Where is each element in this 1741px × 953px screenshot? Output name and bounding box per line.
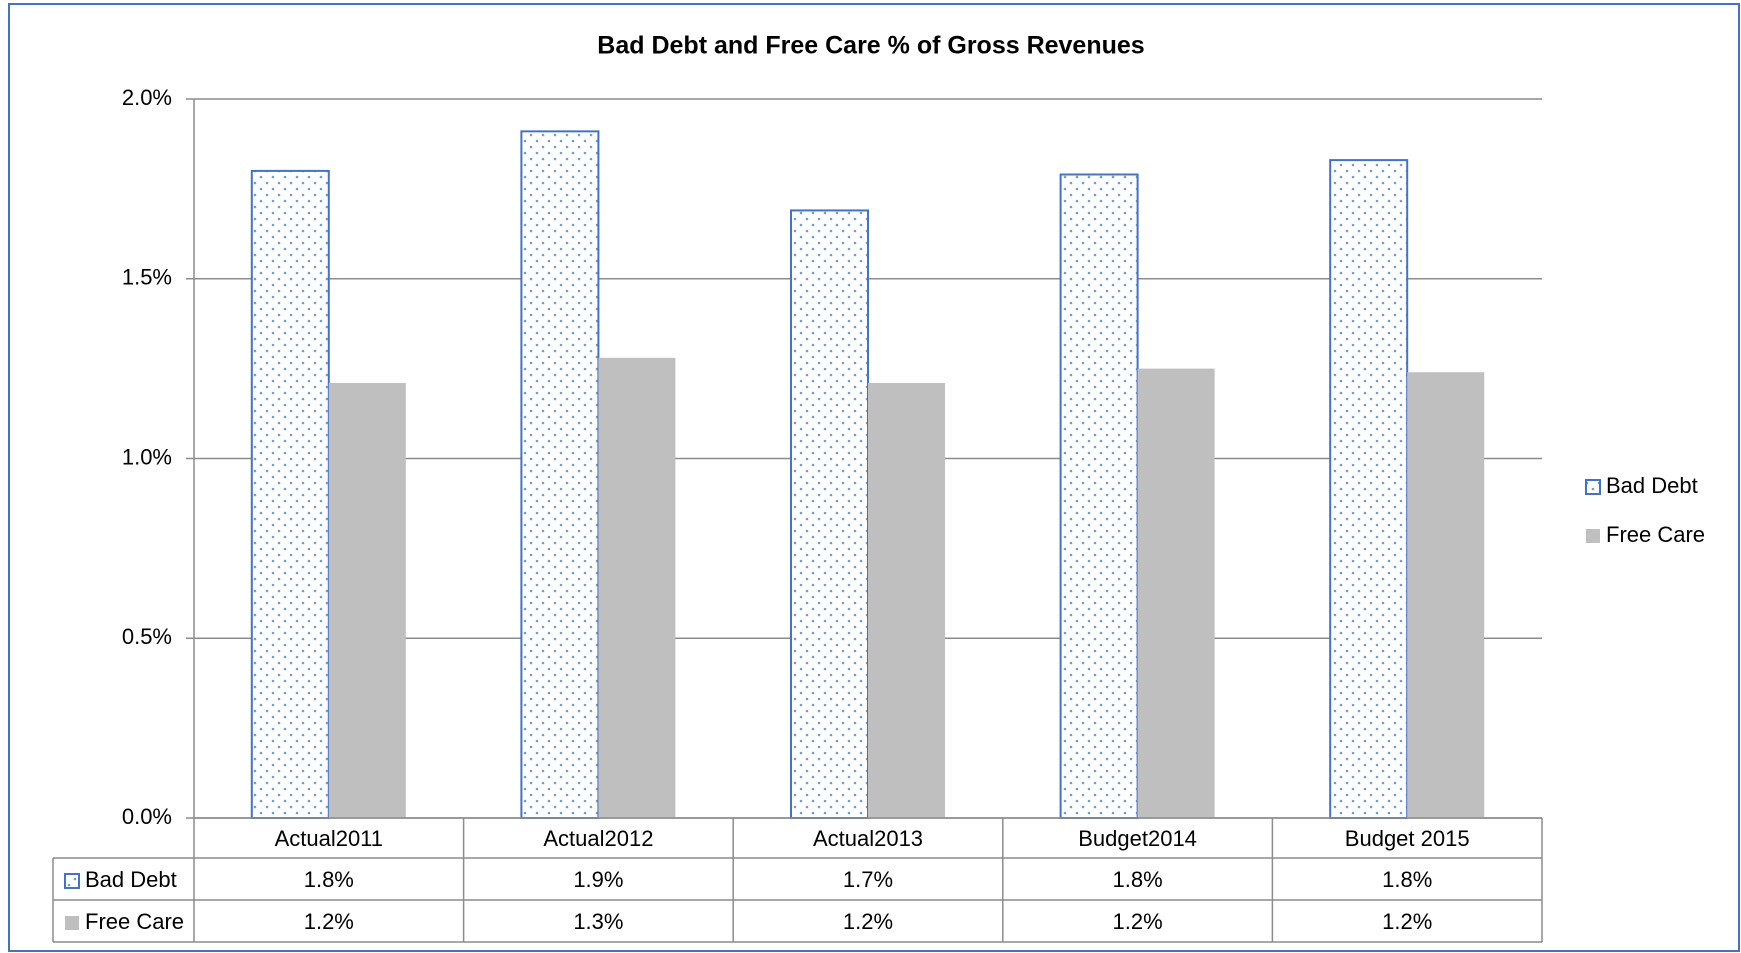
table-cell: 1.8% <box>1382 867 1432 892</box>
chart-title: Bad Debt and Free Care % of Gross Revenu… <box>597 32 1144 60</box>
table-cell: 1.2% <box>304 909 354 934</box>
table-cell: 1.8% <box>1113 867 1163 892</box>
bar <box>1137 368 1215 818</box>
x-tick-label: Budget 2015 <box>1345 826 1470 851</box>
y-tick-label: 0.0% <box>122 804 172 829</box>
x-tick-label: Actual2012 <box>543 826 653 851</box>
bar <box>790 209 869 819</box>
table-cell: 1.7% <box>843 867 893 892</box>
table-row-label: Free Care <box>85 909 184 934</box>
legend-label: Free Care <box>1606 522 1705 547</box>
bar <box>1407 372 1485 818</box>
bar <box>1329 159 1409 820</box>
table-cell: 1.2% <box>1113 909 1163 934</box>
x-tick-label: Budget2014 <box>1078 826 1197 851</box>
bar <box>328 383 406 818</box>
y-tick-label: 1.5% <box>122 265 172 290</box>
bar <box>520 130 600 820</box>
table-cell: 1.8% <box>304 867 354 892</box>
legend-swatch <box>1586 529 1600 543</box>
legend-swatch <box>64 873 80 889</box>
legend-label: Bad Debt <box>1606 473 1698 498</box>
y-tick-label: 1.0% <box>122 444 172 469</box>
x-tick-label: Actual2013 <box>813 826 923 851</box>
bar <box>598 357 676 818</box>
table-row-label: Bad Debt <box>85 867 177 892</box>
table-cell: 1.2% <box>843 909 893 934</box>
y-tick-label: 0.5% <box>122 624 172 649</box>
legend-swatch <box>65 916 79 930</box>
bar <box>868 383 945 818</box>
y-tick-label: 2.0% <box>122 85 172 110</box>
x-tick-label: Actual2011 <box>275 826 383 851</box>
legend-swatch <box>1585 479 1601 495</box>
bar <box>250 169 330 819</box>
bar <box>1059 173 1139 819</box>
table-cell: 1.2% <box>1382 909 1432 934</box>
table-cell: 1.3% <box>573 909 623 934</box>
table-cell: 1.9% <box>573 867 623 892</box>
